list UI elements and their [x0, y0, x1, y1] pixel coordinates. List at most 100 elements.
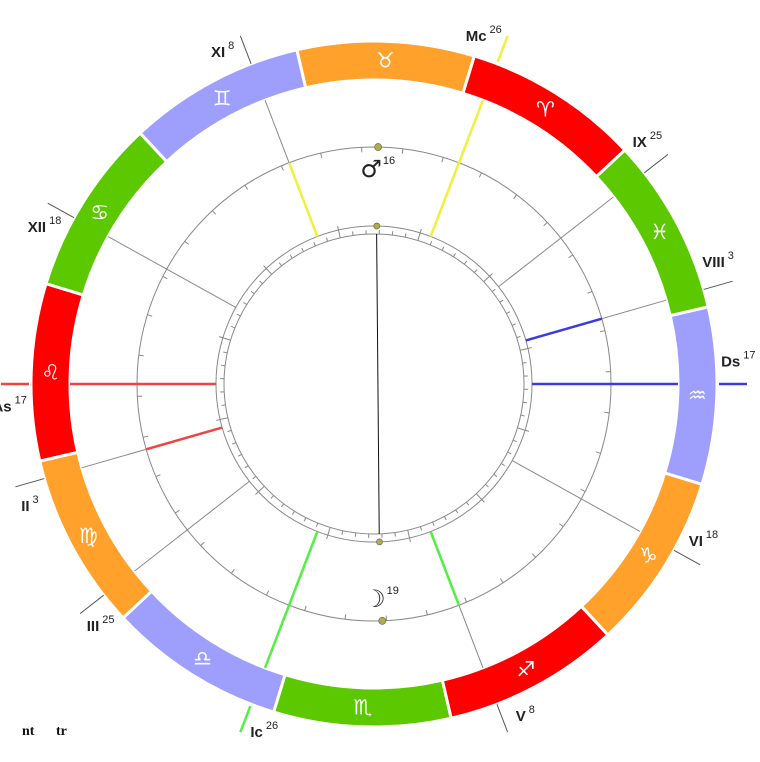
degree-tick [443, 516, 447, 521]
house-label: XII 18 [28, 215, 62, 236]
degree-tick [491, 288, 496, 293]
center-ring [223, 233, 525, 535]
house-cusp-line [134, 480, 250, 572]
degree-tick [499, 578, 504, 584]
libra-glyph-icon: ♎︎ [193, 646, 212, 670]
house-degree: 25 [650, 130, 662, 142]
degree-tick [326, 527, 331, 540]
degree-tick [604, 411, 610, 414]
house-name: Ds [721, 353, 740, 370]
inner-ring [215, 225, 533, 543]
house-label: VIII 3 [702, 250, 734, 271]
moon-marker [378, 617, 387, 625]
house-name: VI [689, 533, 703, 550]
house-name: IX [633, 134, 647, 151]
degree-tick [568, 254, 574, 259]
house-name: Mc [466, 27, 487, 44]
degree-tick [270, 495, 275, 499]
degree-tick [483, 273, 493, 283]
degree-tick [394, 532, 396, 537]
degree-tick [516, 335, 521, 339]
degree-tick [517, 427, 530, 432]
degree-tick [558, 523, 564, 528]
degree-tick [478, 172, 483, 178]
planets: ♂︎16 ☽︎19 [360, 143, 399, 625]
legend-natal[interactable]: nt [22, 724, 35, 739]
legend-transit[interactable]: tr [55, 724, 67, 739]
degree-tick [344, 614, 347, 620]
degree-tick [218, 336, 231, 341]
sign-segment-pisces [594, 147, 711, 318]
degree-tick [485, 483, 489, 488]
degree-tick [595, 451, 601, 454]
house-cusp-line [47, 202, 75, 219]
degree-tick [513, 194, 518, 200]
mars-inner-marker [373, 222, 381, 230]
degree-tick [250, 290, 255, 295]
degree-tick [473, 269, 478, 273]
house-degree: 25 [102, 614, 114, 626]
house-name: II [21, 497, 29, 514]
axis-line [263, 604, 291, 669]
mars-marker [374, 143, 382, 151]
degree-tick [325, 237, 329, 242]
cusp-highlight-line [145, 426, 223, 451]
degree-tick [138, 354, 144, 357]
house-label: XI 8 [211, 40, 234, 61]
cusp-highlight-line [429, 531, 461, 606]
house-label: VI 18 [689, 529, 718, 550]
degree-tick [493, 473, 498, 478]
house-cusp-line [496, 704, 509, 733]
cancer-glyph-icon: ♋︎ [90, 201, 109, 225]
house-cusp-line [703, 280, 733, 290]
axis-line [496, 35, 509, 63]
axis-line [287, 531, 319, 606]
degree-tick [465, 501, 470, 506]
degree-tick [147, 314, 153, 317]
aquarius-glyph-icon: ♒︎ [688, 383, 707, 407]
house-degree: 17 [15, 394, 27, 406]
aries-glyph-icon: ♈︎ [536, 98, 555, 122]
degree-tick [587, 290, 593, 294]
degree-tick [520, 347, 532, 351]
degree-tick [475, 493, 485, 503]
house-degree: 26 [490, 24, 502, 36]
degree-tick [543, 222, 548, 227]
cusp-highlight-line [525, 317, 603, 342]
degree-tick [315, 522, 319, 527]
degree-tick [419, 526, 423, 531]
house-cusps [1, 35, 747, 733]
degree-tick [429, 241, 433, 246]
sagittarius-glyph-icon: ♐︎ [516, 658, 535, 682]
house-degree: 26 [266, 720, 278, 732]
degree-tick [265, 590, 270, 596]
moon-label: ☽︎19 [364, 585, 399, 613]
degree-tick [352, 231, 354, 236]
degree-tick [227, 429, 232, 433]
degree-tick [320, 152, 323, 159]
house-cusp-line [239, 35, 252, 64]
degree-tick [301, 247, 305, 252]
house-degree: 8 [228, 40, 234, 52]
axis-line [239, 705, 252, 733]
gemini-glyph-icon: ♊︎ [213, 86, 232, 110]
house-label: As17 [0, 394, 27, 415]
house-cusp-line [15, 478, 45, 488]
degree-tick [500, 463, 505, 467]
degree-tick [162, 275, 168, 280]
house-name: V [516, 708, 526, 725]
house-label: Ic 26 [250, 720, 278, 741]
legend: nt tr [22, 724, 85, 740]
degree-tick [401, 148, 404, 154]
house-label: IX 25 [633, 130, 662, 151]
degree-tick [289, 254, 293, 259]
house-name: VIII [702, 254, 725, 271]
degree-tick [230, 568, 235, 574]
degree-tick [407, 530, 411, 542]
degree-tick [417, 228, 422, 241]
degree-tick [511, 323, 516, 326]
degree-tick [244, 184, 249, 190]
degree-tick [531, 553, 536, 558]
